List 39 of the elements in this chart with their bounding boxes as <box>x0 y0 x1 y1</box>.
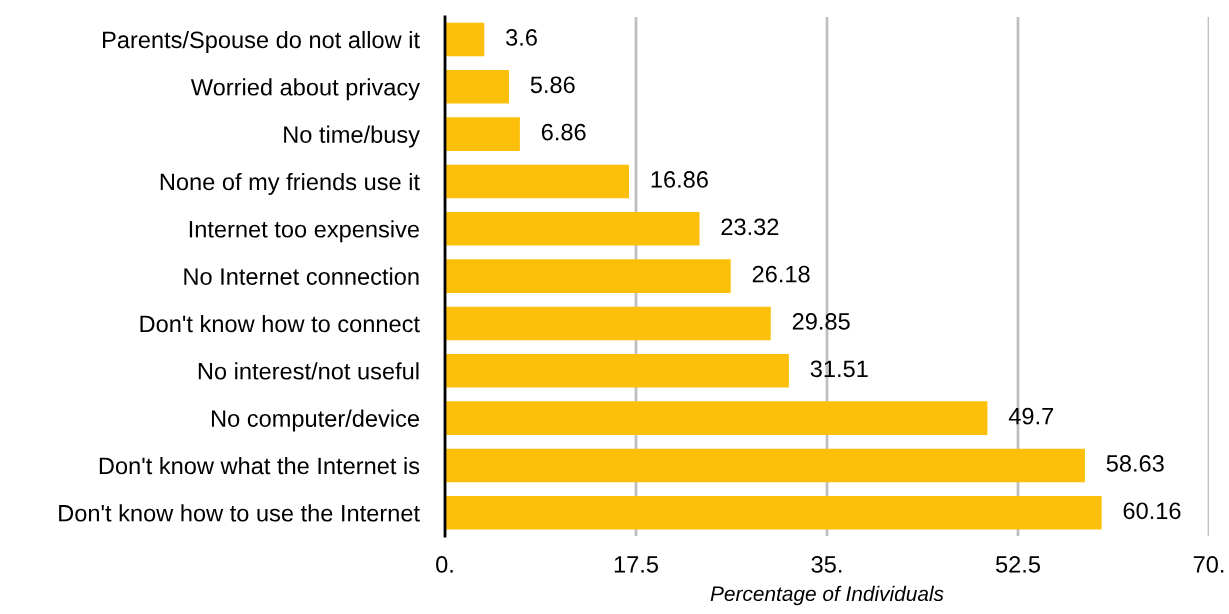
data-label: 60.16 <box>1123 502 1181 520</box>
y-tick-label: Parents/Spouse do not allow it <box>103 30 420 53</box>
data-label: 29.85 <box>792 313 850 330</box>
data-label: 5.86 <box>530 76 575 94</box>
bar <box>445 117 520 151</box>
bar <box>445 259 731 293</box>
bar <box>445 22 485 57</box>
data-label: 6.86 <box>541 123 586 141</box>
y-tick-label: No interest/not useful <box>198 362 419 380</box>
y-tick-label: No Internet connection <box>184 267 419 285</box>
x-tick-label: 0. <box>436 556 453 573</box>
y-tick-label: Don't know how to connect <box>140 314 420 333</box>
data-label: 23.32 <box>721 218 779 236</box>
y-tick-label: Worried about privacy <box>190 78 420 101</box>
x-tick-label: 17.5 <box>614 556 658 573</box>
y-tick-label: Don't know what the Internet is <box>99 456 420 475</box>
bar <box>445 354 789 388</box>
y-tick-label: Internet too expensive <box>189 220 419 243</box>
x-tick-label: 52.5 <box>995 556 1040 573</box>
x-axis-title: Percentage of Individuals <box>710 585 944 606</box>
data-label: 31.51 <box>810 360 868 378</box>
x-tick-label: 35. <box>811 556 842 573</box>
y-tick-label: No computer/device <box>211 409 419 432</box>
y-tick-label: No time/busy <box>284 125 420 148</box>
data-label: 16.86 <box>651 171 708 188</box>
bar <box>445 496 1102 530</box>
data-label: 26.18 <box>752 265 810 283</box>
bar <box>445 306 771 341</box>
y-tick-label: None of my friends use it <box>160 172 420 195</box>
x-tick-label: 70. <box>1193 556 1224 573</box>
bar <box>445 448 1085 483</box>
data-label: 49.7 <box>1008 407 1054 425</box>
data-label: 58.63 <box>1106 455 1164 472</box>
y-tick-label: Don't know how to use the Internet <box>59 504 420 522</box>
bar <box>445 70 509 104</box>
data-label: 3.6 <box>506 29 537 46</box>
bar <box>445 212 700 246</box>
bar <box>445 164 630 199</box>
bar <box>445 401 988 435</box>
